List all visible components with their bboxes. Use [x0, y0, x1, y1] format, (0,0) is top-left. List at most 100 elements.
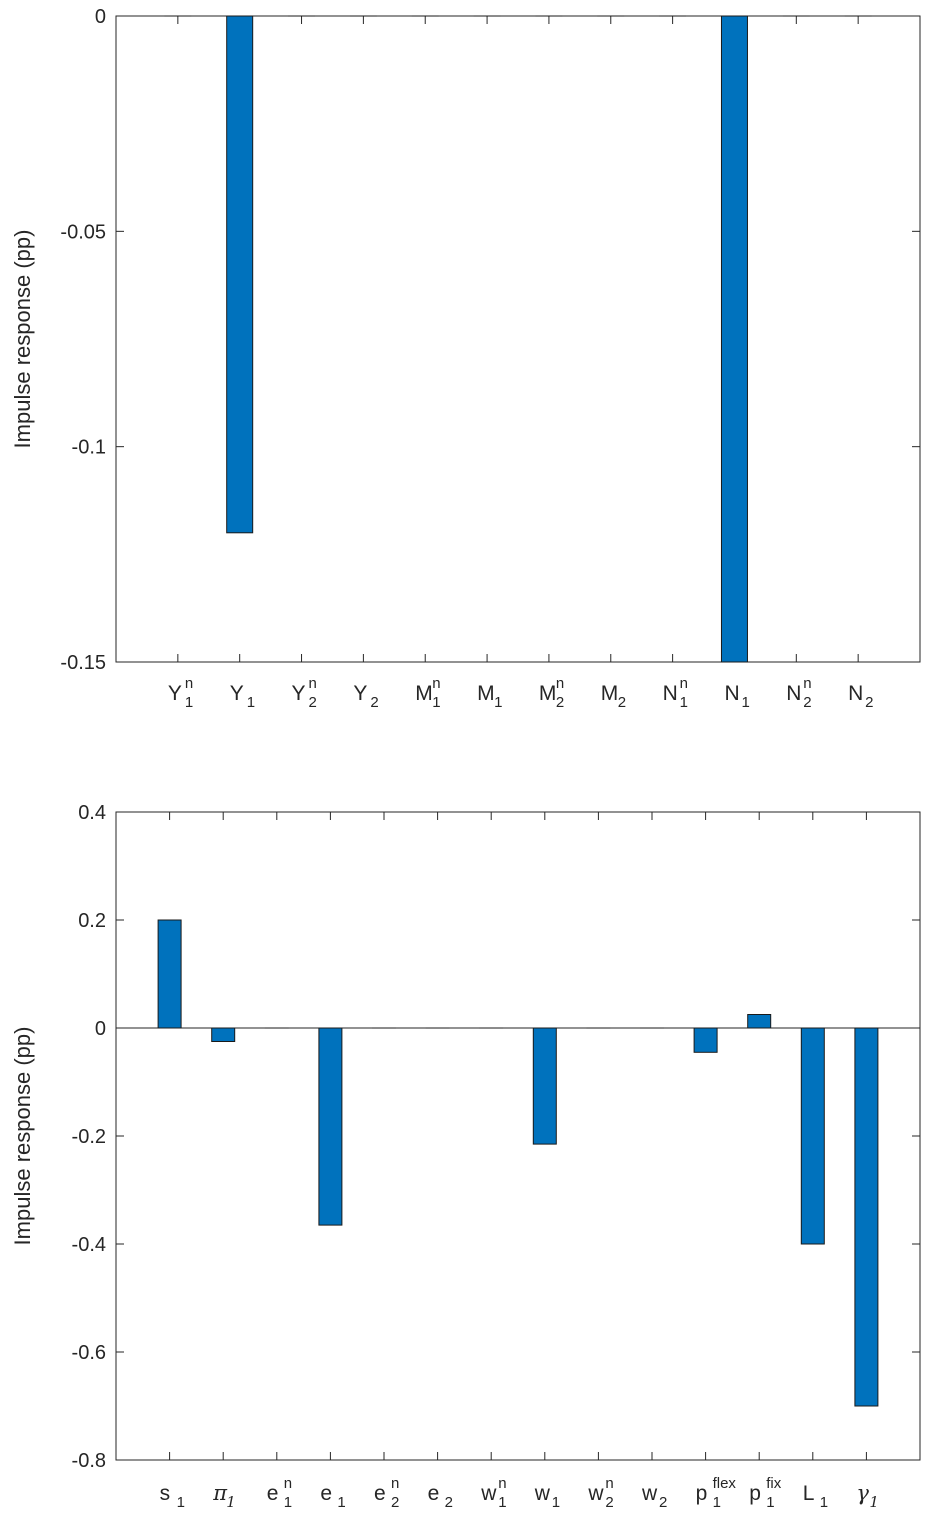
- category-subscript: 2: [618, 694, 626, 711]
- x-category-label: M2: [601, 682, 626, 711]
- category-superscript: n: [432, 675, 440, 692]
- bar: [720, 15, 748, 663]
- y-tick-label: 0.4: [78, 802, 106, 824]
- category-subscript: 2: [605, 1494, 613, 1511]
- category-base: M: [415, 682, 433, 705]
- x-category-label: M2 n: [539, 675, 564, 711]
- bar: [800, 1027, 825, 1245]
- bottom-bar-chart: 0.4 0.2 0 -0.2 -0.4 -0.6 -0.8 Impulse response …: [10, 802, 921, 1511]
- category-subscript: 1: [494, 694, 502, 711]
- bar: [318, 1027, 343, 1226]
- category-base: M: [477, 682, 495, 705]
- category-superscript: fix: [766, 1475, 782, 1492]
- category-superscript: n: [605, 1475, 613, 1492]
- x-category-label: e 1 n: [267, 1475, 292, 1511]
- category-base: M: [601, 682, 619, 705]
- bar: [532, 1027, 557, 1145]
- category-superscript: flex: [713, 1475, 737, 1492]
- y-tick-label: -0.1: [72, 437, 106, 459]
- category-superscript: n: [185, 675, 193, 692]
- category-base: N: [848, 682, 863, 705]
- x-category-label: w 1 n: [480, 1475, 506, 1511]
- x-category-label: p 1 flex: [696, 1475, 737, 1511]
- category-subscript: 2: [659, 1494, 667, 1511]
- category-subscript: 1: [226, 1493, 236, 1511]
- x-category-label: p 1 fix: [749, 1475, 782, 1511]
- category-subscript: 1: [869, 1493, 879, 1511]
- x-category-label: M1: [477, 682, 502, 711]
- category-subscript: 1: [680, 694, 688, 711]
- x-category-label: N 2 n: [786, 675, 811, 711]
- category-base: N: [786, 682, 801, 705]
- category-subscript: 2: [803, 694, 811, 711]
- category-subscript: 2: [445, 1494, 453, 1511]
- category-subscript: 1: [337, 1494, 345, 1511]
- bar: [854, 1027, 879, 1407]
- plot-area-frame: [115, 811, 921, 1461]
- x-category-label: γ1: [856, 1481, 879, 1511]
- category-subscript: 1: [247, 694, 255, 711]
- category-base: Y: [168, 682, 182, 705]
- category-base: w: [587, 1482, 604, 1505]
- category-base: N: [724, 682, 739, 705]
- y-tick-label: 0: [95, 6, 106, 28]
- y-axis-title: Impulse response (pp): [10, 230, 35, 449]
- category-base: e: [374, 1482, 386, 1505]
- category-subscript: 1: [552, 1494, 560, 1511]
- y-tick-label: -0.8: [72, 1450, 106, 1472]
- category-base: w: [534, 1482, 551, 1505]
- y-tick-label: -0.4: [72, 1234, 106, 1256]
- category-superscript: n: [803, 675, 811, 692]
- plot-area-frame: [115, 15, 921, 663]
- category-base: w: [480, 1482, 497, 1505]
- bar: [747, 1014, 772, 1029]
- x-category-label: N 1 n: [663, 675, 688, 711]
- category-subscript: 1: [498, 1494, 506, 1511]
- category-subscript: 2: [391, 1494, 399, 1511]
- category-superscript: n: [309, 675, 317, 692]
- category-subscript: 2: [309, 694, 317, 711]
- category-subscript: 2: [556, 694, 564, 711]
- category-superscript: n: [556, 675, 564, 692]
- x-category-label: Y 1 n: [168, 675, 193, 711]
- category-superscript: n: [680, 675, 688, 692]
- bar: [157, 919, 182, 1029]
- y-tick-label: -0.2: [72, 1126, 106, 1148]
- x-category-label: π1: [212, 1481, 236, 1511]
- x-category-label: Y 2 n: [292, 675, 317, 711]
- category-subscript: 1: [284, 1494, 292, 1511]
- category-base: Y: [353, 682, 367, 705]
- category-superscript: n: [284, 1475, 292, 1492]
- y-tick-label: 0: [95, 1018, 106, 1040]
- y-tick-label: -0.15: [60, 652, 106, 674]
- category-base: s: [160, 1482, 171, 1505]
- x-category-label: e 2 n: [374, 1475, 399, 1511]
- category-base: N: [663, 682, 678, 705]
- category-superscript: n: [391, 1475, 399, 1492]
- category-base: π: [212, 1481, 228, 1505]
- bar: [211, 1027, 236, 1042]
- category-subscript: 1: [177, 1494, 185, 1511]
- y-tick-label: -0.6: [72, 1342, 106, 1364]
- category-base: γ: [856, 1481, 869, 1505]
- category-subscript: 1: [432, 694, 440, 711]
- category-base: Y: [292, 682, 306, 705]
- category-subscript: 1: [713, 1494, 721, 1511]
- bar: [693, 1027, 718, 1053]
- category-subscript: 2: [370, 694, 378, 711]
- category-superscript: n: [498, 1475, 506, 1492]
- category-base: e: [320, 1482, 332, 1505]
- category-base: L: [803, 1482, 815, 1505]
- category-base: p: [696, 1482, 708, 1505]
- category-subscript: 1: [820, 1494, 828, 1511]
